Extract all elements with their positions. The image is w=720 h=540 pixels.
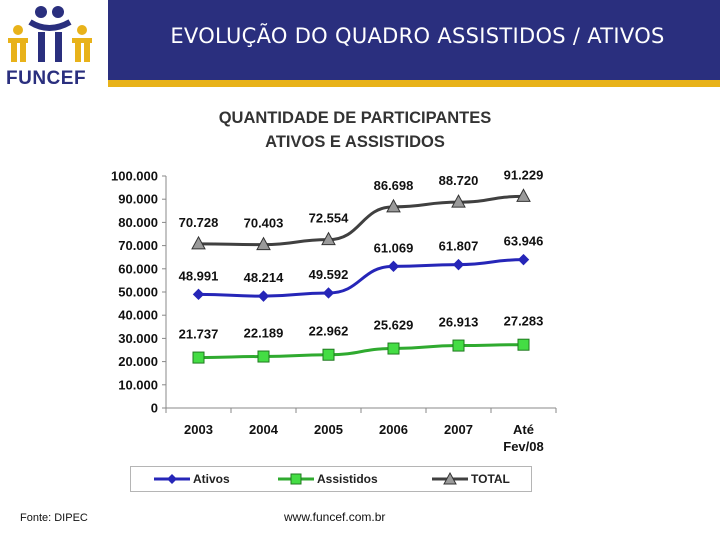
data-label-assistidos: 22.189	[244, 326, 284, 341]
y-tick-label: 90.000	[118, 192, 158, 207]
series-line-ativos	[198, 258, 524, 298]
data-label-assistidos: 25.629	[374, 318, 414, 333]
logo-wordmark: FUNCEF	[6, 68, 87, 89]
footer-url: www.funcef.com.br	[284, 510, 386, 524]
data-point-ativos	[322, 287, 335, 299]
y-tick-label: 10.000	[118, 377, 158, 392]
data-point-total	[256, 236, 271, 251]
data-point-assistidos	[452, 339, 465, 352]
legend-label-total: TOTAL	[471, 472, 510, 486]
data-point-total	[386, 198, 401, 213]
data-point-ativos	[517, 253, 530, 266]
data-point-ativos	[192, 288, 205, 301]
data-point-total	[191, 235, 206, 250]
chart-title-line-1: QUANTIDADE DE PARTICIPANTES	[218, 109, 492, 127]
data-point-ativos	[452, 258, 465, 271]
data-label-ativos: 63.946	[504, 234, 544, 249]
y-tick-label: 70.000	[118, 238, 158, 253]
footer-source: Fonte: DIPEC	[20, 512, 88, 524]
data-point-total	[321, 231, 336, 246]
page-title: EVOLUÇÃO DO QUADRO ASSISTIDOS / ATIVOS	[170, 24, 665, 48]
funcef-logo-icon	[8, 6, 92, 62]
series-line-assistidos	[198, 343, 524, 360]
series-line-total	[198, 194, 524, 247]
y-tick-label: 80.000	[118, 215, 158, 230]
chart-legend: Ativos Assistidos TOTAL	[130, 466, 532, 492]
legend-swatch-total	[432, 471, 468, 485]
funcef-logo: FUNCEF	[0, 0, 108, 92]
header-accent-stripe	[96, 80, 720, 87]
x-tick-label: 2004	[249, 422, 279, 437]
data-point-assistidos	[257, 350, 270, 363]
data-label-total: 88.720	[439, 173, 479, 188]
data-label-total: 70.728	[179, 215, 219, 230]
y-tick-label: 20.000	[118, 354, 158, 369]
data-point-assistidos	[387, 342, 400, 355]
data-label-ativos: 49.592	[309, 267, 349, 282]
y-tick-label: 50.000	[118, 285, 158, 300]
y-tick-label: 0	[151, 401, 158, 416]
header-band	[96, 0, 720, 80]
y-tick-label: 60.000	[118, 261, 158, 276]
legend-swatch-ativos	[154, 474, 190, 484]
data-point-ativos	[387, 260, 400, 273]
data-label-total: 70.403	[244, 216, 284, 231]
x-tick-label: 2006	[379, 422, 408, 437]
data-label-total: 72.554	[309, 211, 350, 226]
data-label-assistidos: 22.962	[309, 324, 349, 339]
data-point-ativos	[257, 290, 270, 302]
data-point-assistidos	[192, 351, 205, 364]
legend-label-assistidos: Assistidos	[317, 472, 378, 486]
data-label-total: 86.698	[374, 178, 414, 193]
data-point-total	[451, 194, 466, 208]
data-label-assistidos: 21.737	[179, 327, 219, 342]
legend-swatch-assistidos	[278, 473, 314, 485]
legend-label-ativos: Ativos	[193, 472, 230, 486]
x-tick-label: Até Fev/08	[503, 422, 543, 454]
data-point-assistidos	[517, 338, 530, 351]
data-label-ativos: 48.991	[179, 268, 219, 283]
data-label-ativos: 48.214	[244, 270, 285, 285]
x-tick-label: 2007	[444, 422, 473, 437]
x-tick-label: 2005	[314, 422, 343, 437]
data-label-ativos: 61.069	[374, 240, 414, 255]
data-label-ativos: 61.807	[439, 239, 479, 254]
x-tick-label: 2003	[184, 422, 213, 437]
chart-title-line-2: ATIVOS E ASSISTIDOS	[265, 133, 445, 151]
y-tick-label: 100.000	[111, 169, 158, 184]
data-point-assistidos	[322, 348, 335, 361]
chart-title: QUANTIDADE DE PARTICIPANTES ATIVOS E ASS…	[150, 106, 560, 154]
data-label-total: 91.229	[504, 167, 544, 182]
data-label-assistidos: 26.913	[439, 315, 479, 330]
y-tick-label: 30.000	[118, 331, 158, 346]
data-label-assistidos: 27.283	[504, 314, 544, 329]
data-point-total	[516, 188, 531, 202]
header: FUNCEF EVOLUÇÃO DO QUADRO ASSISTIDOS / A…	[0, 0, 720, 92]
y-tick-label: 40.000	[118, 308, 158, 323]
